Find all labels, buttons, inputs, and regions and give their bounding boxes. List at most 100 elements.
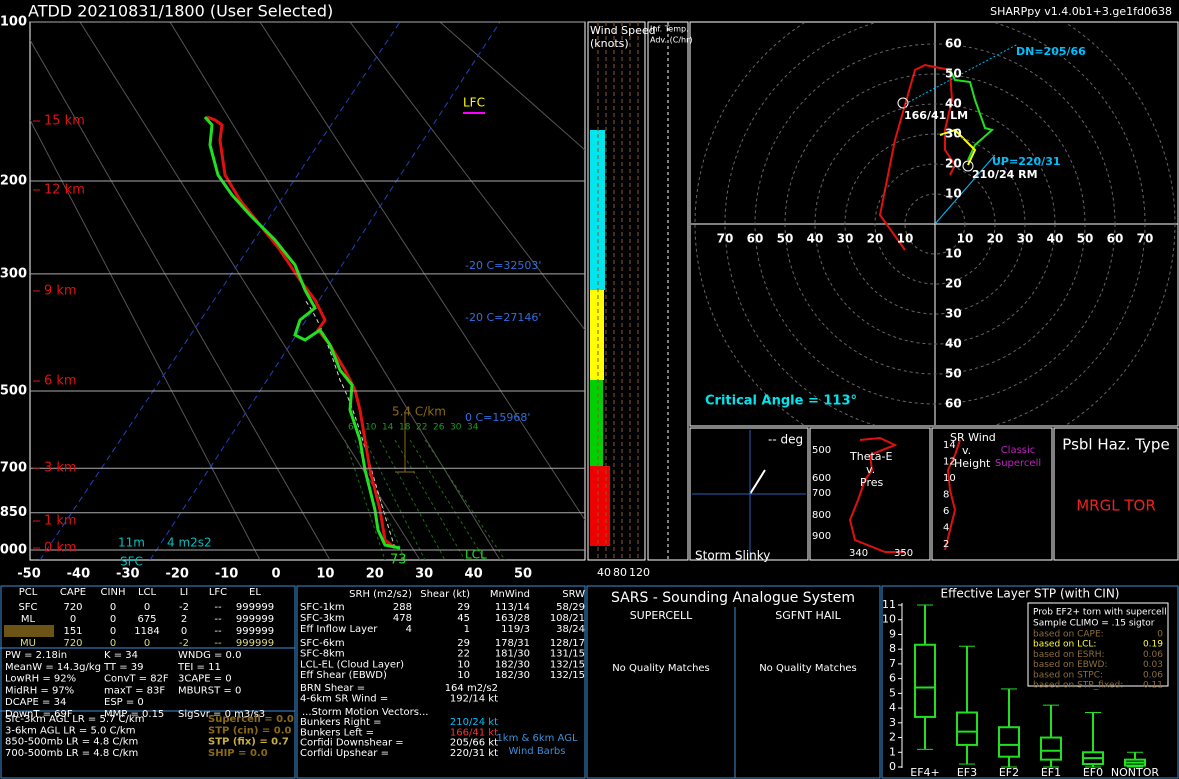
selected-row bbox=[4, 625, 54, 637]
stp-box bbox=[914, 643, 936, 718]
label: No Quality Matches bbox=[759, 663, 857, 674]
ring-label: 20 bbox=[945, 157, 962, 171]
label: 0 bbox=[110, 602, 116, 613]
label: 500 bbox=[812, 445, 831, 456]
sars-frame bbox=[586, 585, 881, 779]
label: UP=220/31 bbox=[992, 155, 1061, 168]
mixing-ratio-label: 6 bbox=[348, 423, 354, 433]
label: 14 bbox=[943, 440, 956, 451]
label: Classic bbox=[1001, 445, 1036, 456]
dry-adiabat bbox=[30, 22, 585, 560]
label: 4 bbox=[406, 624, 412, 635]
stp-tick-label: 11 bbox=[882, 598, 896, 611]
ring-label: 60 bbox=[945, 397, 962, 411]
label: 5.4 C/km bbox=[392, 405, 446, 419]
label: 119/3 bbox=[501, 624, 530, 635]
wind-guide bbox=[597, 22, 639, 560]
label: 1 bbox=[464, 624, 470, 635]
mixing-ratio-label: 34 bbox=[467, 423, 479, 433]
pressure-label: 300 bbox=[0, 266, 27, 281]
label: 11m bbox=[118, 536, 145, 550]
label: -- bbox=[214, 638, 222, 649]
label: TT = 39 bbox=[103, 662, 144, 673]
mixing-ratio-label: 10 bbox=[365, 423, 377, 433]
label: LI bbox=[180, 587, 189, 598]
label: 151 bbox=[63, 626, 82, 637]
label: PW = 2.18in bbox=[5, 650, 67, 661]
label: Effective Layer STP (with CIN) bbox=[941, 587, 1120, 601]
label: ESP = 0 bbox=[104, 697, 144, 708]
label: 800 bbox=[812, 510, 831, 521]
label: 0 bbox=[70, 614, 76, 625]
label: Supercell bbox=[995, 458, 1041, 469]
ring-label: 40 bbox=[1047, 232, 1064, 246]
ring-label: 50 bbox=[777, 232, 794, 246]
label: SRW bbox=[562, 589, 585, 600]
label: SFC-1km bbox=[300, 602, 345, 613]
label: SR Wind bbox=[950, 431, 996, 444]
temp-label: 30 bbox=[415, 567, 433, 582]
stp-tick-label: 1 bbox=[889, 745, 896, 758]
label: 210/24 kt bbox=[450, 717, 498, 728]
label: v. bbox=[962, 444, 971, 457]
label: 120 bbox=[629, 566, 650, 579]
mixing-ratio-line bbox=[344, 439, 506, 560]
label: 700-500mb LR = 4.8 C/km bbox=[5, 748, 138, 759]
label: TEI = 11 bbox=[177, 662, 221, 673]
ring-label: 60 bbox=[1107, 232, 1124, 246]
label: Eff Shear (EBWD) bbox=[300, 670, 387, 681]
label: DN=205/66 bbox=[1016, 45, 1086, 58]
label: 1184 bbox=[134, 626, 159, 637]
label: DownT = 69F bbox=[5, 709, 73, 720]
pressure-label: 1000 bbox=[0, 542, 27, 557]
mixing-ratio-label: 26 bbox=[433, 423, 445, 433]
label: 29 bbox=[457, 602, 470, 613]
stp-category: NONTOR bbox=[1111, 766, 1159, 779]
label: 113/14 bbox=[495, 602, 530, 613]
label: 675 bbox=[137, 614, 156, 625]
mixing-ratio-label: 18 bbox=[399, 423, 411, 433]
hodo-trace bbox=[939, 128, 977, 166]
label: 182/30 bbox=[495, 659, 530, 670]
label: Critical Angle = 113° bbox=[705, 394, 857, 409]
label: 164 m2/s2 bbox=[445, 683, 498, 694]
label: SFC-6km bbox=[300, 638, 345, 649]
label: Corfidi Downshear = bbox=[300, 738, 404, 749]
label: STP (cin) = 0.0 bbox=[208, 725, 292, 736]
label: 700 bbox=[812, 488, 831, 499]
label: Psbl Haz. Type bbox=[1062, 436, 1169, 454]
label: ConvT = 82F bbox=[104, 674, 169, 685]
height-label: 1 km bbox=[44, 514, 77, 529]
label: 10 bbox=[943, 473, 956, 484]
label: SigSvr = 0 m3/s3 bbox=[178, 709, 265, 720]
height-label: 0 km bbox=[44, 541, 77, 556]
hazard-frame bbox=[1053, 427, 1179, 561]
slinky-vector bbox=[749, 469, 766, 495]
mixing-ratio-label: 30 bbox=[450, 423, 462, 433]
ring-label: 30 bbox=[837, 232, 854, 246]
label: (knots) bbox=[590, 37, 629, 50]
ring-label: 50 bbox=[1077, 232, 1094, 246]
label: STP (fix) = 0.7 bbox=[208, 737, 289, 748]
label: Inf. Temp. bbox=[650, 25, 689, 34]
lfc-label: LFC bbox=[463, 96, 485, 110]
label: Bunkers Left = bbox=[300, 727, 374, 738]
label: 8 bbox=[943, 490, 949, 501]
lm-marker bbox=[897, 97, 909, 109]
label: 0.11 bbox=[1143, 681, 1163, 691]
label: 1km & 6km AGL bbox=[496, 733, 578, 744]
label: 45 bbox=[457, 613, 470, 624]
temp-label: 40 bbox=[465, 567, 483, 582]
ring-label: 10 bbox=[945, 247, 962, 261]
label: based on STPC: bbox=[1033, 670, 1103, 680]
label: Wind Barbs bbox=[509, 746, 566, 757]
hodo-ring bbox=[784, 73, 1086, 375]
label: Bunkers Right = bbox=[300, 717, 382, 728]
hodo-ring bbox=[754, 43, 1116, 405]
label: MBURST = 0 bbox=[178, 685, 241, 696]
label: No Quality Matches bbox=[612, 663, 710, 674]
label: 900 bbox=[812, 531, 831, 542]
height-label: 9 km bbox=[44, 284, 77, 299]
ring-label: 60 bbox=[747, 232, 764, 246]
